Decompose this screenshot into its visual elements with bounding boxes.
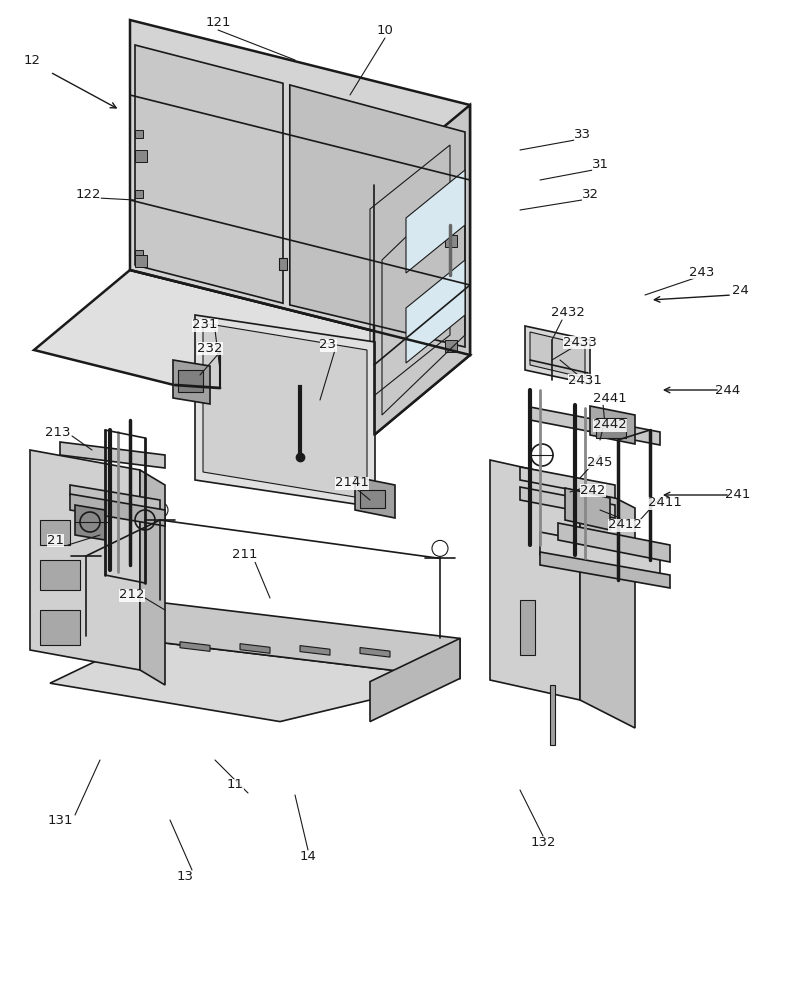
Polygon shape [203,323,367,499]
Text: 13: 13 [177,870,194,884]
Polygon shape [30,450,140,670]
Polygon shape [240,644,270,653]
Text: 10: 10 [377,23,394,36]
Bar [178,370,203,392]
Polygon shape [374,105,470,435]
Text: 132: 132 [530,836,556,850]
Text: 242: 242 [580,484,606,496]
Polygon shape [135,45,283,303]
Bar [520,600,535,655]
Polygon shape [50,640,460,722]
Polygon shape [180,642,210,651]
Polygon shape [520,467,615,498]
Text: 211: 211 [232,548,258,562]
Polygon shape [565,488,610,530]
Polygon shape [140,470,165,685]
Bar [135,255,147,267]
Bar [550,685,555,745]
Polygon shape [173,360,210,404]
Polygon shape [355,477,395,518]
Polygon shape [75,505,105,540]
Polygon shape [580,480,635,728]
Polygon shape [558,523,670,562]
Polygon shape [360,648,390,657]
Polygon shape [530,407,660,445]
Bar [135,250,143,258]
Text: 2412: 2412 [608,518,642,532]
Text: 131: 131 [47,814,73,826]
Bar [279,258,287,270]
Text: 122: 122 [75,188,101,202]
Text: 24: 24 [731,284,749,296]
Text: 2441: 2441 [593,391,627,404]
Text: 21: 21 [46,534,63,546]
Bar [360,490,385,508]
Text: 32: 32 [582,188,598,202]
Polygon shape [70,485,160,510]
Text: 241: 241 [726,488,750,502]
Text: 232: 232 [198,342,222,355]
Polygon shape [34,270,470,435]
Text: 231: 231 [192,318,218,332]
Polygon shape [406,170,465,273]
Text: 2141: 2141 [335,477,369,489]
Polygon shape [490,460,580,700]
Bar [135,130,143,138]
Bar [445,340,457,352]
Polygon shape [530,332,585,378]
Text: 11: 11 [226,778,243,792]
Bar [40,610,80,645]
Text: 2432: 2432 [551,306,585,318]
Text: 121: 121 [206,15,230,28]
Polygon shape [590,406,635,444]
Polygon shape [540,552,670,588]
Text: 14: 14 [299,850,317,863]
Bar [40,560,80,590]
Polygon shape [60,442,165,468]
Text: 2433: 2433 [563,336,597,349]
Polygon shape [140,600,460,678]
Text: 213: 213 [46,426,70,438]
Text: 33: 33 [574,128,590,141]
Bar [596,418,626,438]
Polygon shape [370,638,460,722]
Polygon shape [290,85,465,347]
Text: 2431: 2431 [568,373,602,386]
Text: 212: 212 [119,588,145,601]
Bar [40,520,70,545]
Polygon shape [406,260,465,363]
Polygon shape [300,646,330,655]
Text: 244: 244 [715,383,741,396]
Polygon shape [525,326,590,384]
Text: 31: 31 [591,158,609,172]
Bar [135,190,143,198]
Polygon shape [130,20,470,355]
Text: 2411: 2411 [648,496,682,510]
Bar [135,150,147,162]
Text: 245: 245 [587,456,613,468]
Polygon shape [540,532,660,578]
Polygon shape [195,315,375,507]
Text: 243: 243 [690,265,714,278]
Text: 23: 23 [319,338,337,352]
Text: 12: 12 [23,53,41,66]
Bar [445,235,457,247]
Polygon shape [520,487,615,518]
Polygon shape [70,494,165,526]
Text: 2442: 2442 [593,418,627,432]
